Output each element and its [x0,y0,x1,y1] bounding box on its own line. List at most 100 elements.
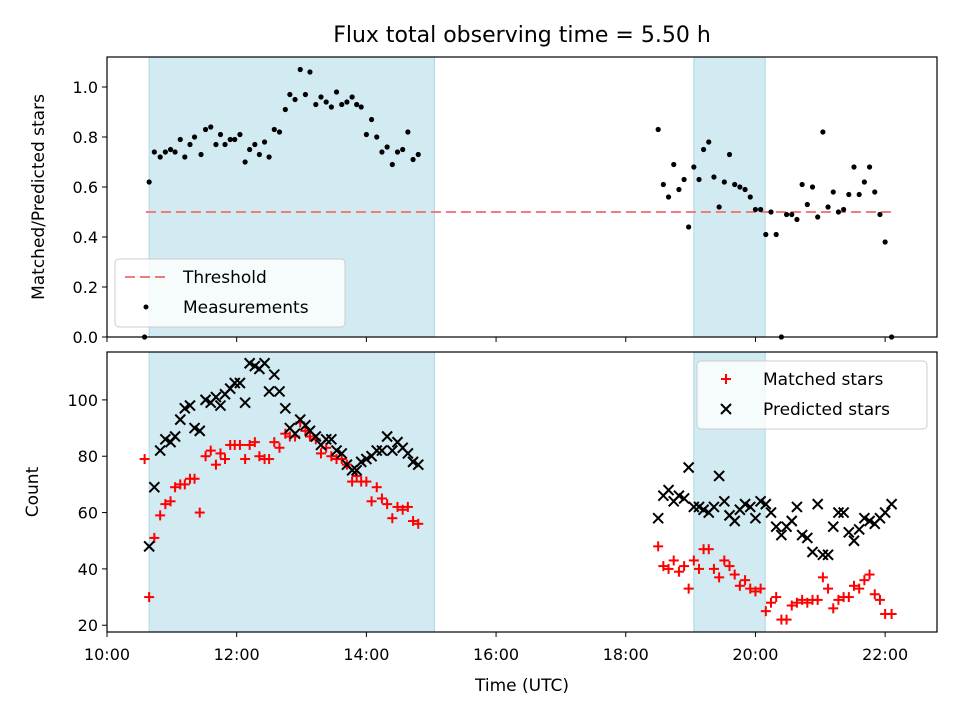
predicted-star-point [376,444,388,457]
matched-star-point [771,592,782,603]
measurement-point [799,181,805,188]
matched-star-point [812,594,823,605]
measurement-point [804,201,810,208]
predicted-star-point [320,433,332,446]
measurement-point [686,224,692,230]
matched-star-point [658,561,669,572]
matched-star-point [155,510,166,521]
matched-star-point [766,597,776,608]
x-tick-label: 16:00 [473,645,519,664]
measurement-point [866,164,873,170]
measurement-point [872,189,878,195]
matched-star-point [179,479,190,490]
predicted-star-point [806,546,819,558]
legend-matched-label: Matched stars [763,370,883,390]
matched-star-point [817,572,828,583]
measurement-point [172,149,178,155]
predicted-star-point [371,444,383,457]
matched-star-point [408,516,419,527]
predicted-star-point [775,529,788,541]
matched-star-point [215,448,226,459]
measurement-point [227,136,233,143]
matched-star-point [170,482,181,493]
matched-star-point [653,541,664,552]
predicted-star-point [169,430,181,443]
shaded-span [148,351,435,633]
measurement-point [665,194,672,200]
measurement-point [354,101,360,108]
measurement-point [198,151,204,158]
predicted-star-point [688,501,700,513]
predicted-star-point [765,506,777,519]
y-tick-label: 0.0 [73,328,98,347]
measurement-point [809,184,816,190]
measurement-point [696,176,702,183]
measurement-point [358,104,364,110]
predicted-star-point [273,385,286,398]
matched-star-point [833,594,844,605]
matched-star-point [729,569,740,580]
legend-threshold-label: Threshold [182,268,267,288]
predicted-star-point [412,458,424,471]
bottom-x-ticks: 10:00 12:00 14:00 16:00 18:00 20:00 22:00 [84,632,908,664]
matched-star-point [366,496,377,507]
predicted-star-point [682,461,695,474]
predicted-star-point [853,523,865,536]
predicted-star-point [154,444,166,457]
matched-star-point [220,454,231,465]
measurement-point [394,149,401,155]
measurement-point [877,211,883,218]
x-axis-label: Time (UTC) [474,676,569,696]
measurement-point [162,149,168,155]
predicted-star-point [822,549,834,561]
measurement-point [242,159,248,165]
bottom-panel: 20 40 60 80 100 10:00 12:00 14:00 16:00 18:00 20:… [23,351,938,696]
predicted-star-point [801,532,814,544]
matched-star-point [708,563,719,574]
chart-title: Flux total observing time = 5.50 h [333,23,711,48]
matched-star-point [843,592,854,603]
measurement-point [292,96,298,103]
measurement-point [706,139,712,145]
predicted-star-point [239,396,251,409]
predicted-star-point [885,498,898,510]
predicted-star-point [289,427,301,440]
matched-star-point [387,513,398,524]
measurement-point [151,149,157,155]
matched-star-point [859,575,870,586]
measurement-point [732,181,738,188]
x-tick-label: 10:00 [84,645,130,664]
measurement-point [841,206,847,213]
measurement-point [191,134,198,140]
top-panel: 0.0 0.2 0.4 0.6 0.8 1.0 Matched/Predicted sta… [29,56,938,347]
predicted-star-point [786,515,798,527]
measurement-point [182,154,188,160]
predicted-star-point [386,444,399,457]
matched-star-point [740,575,751,586]
x-tick-label: 18:00 [603,645,649,664]
matched-star-point [734,580,745,591]
matched-star-point [679,561,690,572]
measurement-point [318,94,324,100]
measurement-point [671,161,677,168]
matched-star-point [786,600,797,611]
matched-star-point [371,482,382,493]
measurement-point [726,151,733,158]
measurement-point [328,104,334,110]
measurement-point [825,204,831,210]
matched-star-point [663,563,674,574]
matched-star-points [139,417,897,625]
measurement-point [410,156,416,163]
measurement-point [339,101,345,108]
legend-measurements-swatch [143,304,149,310]
predicted-star-point [744,501,756,513]
measurement-point [379,149,385,155]
matched-star-point [874,594,885,605]
measurement-point [711,174,717,180]
measurement-point [271,126,277,133]
matched-star-point [703,544,714,555]
measurement-point [758,206,764,213]
matched-star-point [694,563,705,574]
matched-star-point [392,501,403,512]
y-tick-label: 20 [78,616,98,635]
